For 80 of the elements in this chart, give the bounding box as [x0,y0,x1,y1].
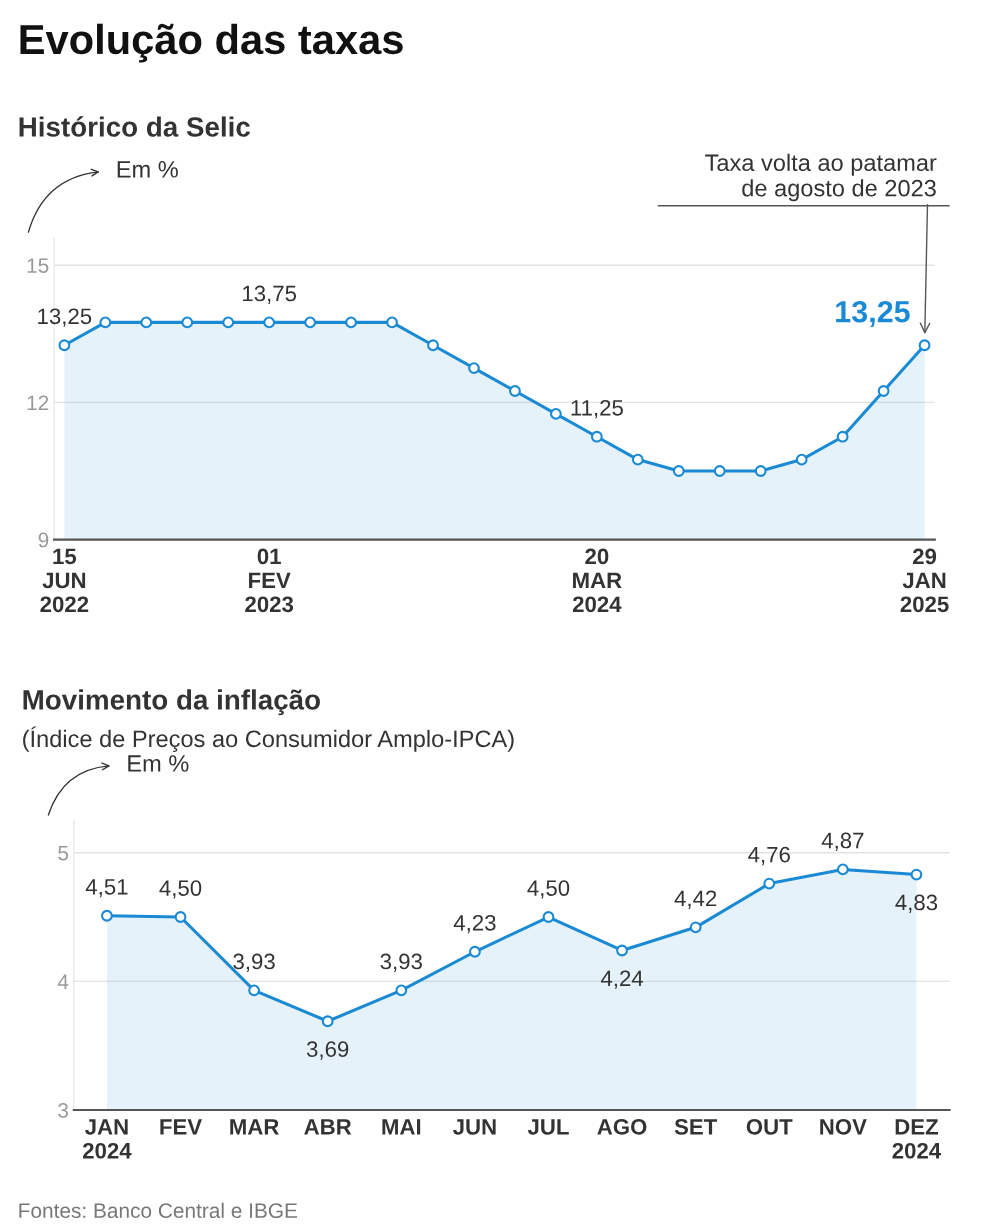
x-tick-label: MAI [382,1119,421,1135]
point [616,944,628,957]
y-tick-label: 15 [27,258,49,273]
point [631,453,644,466]
point [918,339,931,352]
point [101,909,113,922]
data-label: 11,25 [571,399,623,419]
chart-subtitle: Histórico da Selic [19,116,250,137]
point [222,316,235,329]
data-label: 4,23 [453,914,496,934]
chart-title: Movimento da inflação [23,689,320,716]
x-tick-label: ABR [304,1119,352,1135]
point [395,984,408,997]
x-tick-label: AGO [597,1118,647,1135]
data-label: 3,93 [380,953,422,972]
point [321,1015,334,1028]
point [689,921,702,934]
x-tick-label: JUL [527,1119,569,1135]
y-tick-label: 4 [57,974,69,989]
point [713,465,726,477]
x-tick-label: SET [674,1118,718,1135]
y-tick-label: 12 [27,395,49,410]
point [836,863,849,876]
point [550,407,562,420]
point [427,339,439,352]
data-label: 4,76 [748,846,790,866]
point [672,465,685,477]
point [174,911,187,923]
text: Taxa volta ao patamar de agosto de 2023 [705,153,937,202]
x-tick-label: 29 JAN 2025 [900,548,949,613]
x-tick-label: 01 FEV 2023 [245,548,294,613]
point [877,385,890,397]
point [910,868,923,881]
point [836,430,849,443]
point [386,316,398,329]
y-tick-label: 9 [38,532,49,548]
x-tick-label: 20 MAR 2024 [572,548,622,613]
data-label: 4,42 [674,890,717,909]
point [58,339,71,352]
point [754,465,767,477]
point [468,945,481,958]
data-label: 13,75 [243,285,297,304]
point [795,453,808,466]
x-tick-label: JUN [452,1119,496,1135]
x-tick-label: FEV [160,1119,202,1135]
point [509,385,521,397]
x-tick-label: OUT [746,1118,793,1135]
x-tick-label: 15 JUN 2022 [40,548,89,613]
point [590,430,603,443]
data-label: 13,25 [836,300,910,327]
point [345,316,357,329]
point [468,362,480,375]
point [763,877,776,890]
chart-subtitle: (Índice de Preços ao Consumidor Amplo-IPCA) [23,726,514,752]
point [263,316,276,329]
point [542,911,555,923]
data-label: 4,87 [821,832,864,851]
y-axis-title: Em % [117,161,178,178]
point [140,316,153,329]
data-label: 4,51 [85,879,128,898]
data-label: 4,50 [159,880,202,899]
text: Fontes: Banco Central e IBGE [19,1202,298,1219]
x-tick-label: DEZ 2024 [892,1119,942,1159]
point [181,316,194,329]
x-tick-label: MAR [230,1119,279,1135]
data-label: 4,50 [527,880,570,899]
y-axis-title: Em % [128,755,189,772]
data-label: 3,69 [306,1041,349,1060]
x-tick-label: JAN 2024 [82,1119,132,1159]
data-label: 4,83 [895,894,938,913]
point [248,984,261,997]
chart-title: Evolução das taxas [20,23,403,63]
data-label: 13,25 [38,308,92,327]
x-tick-label: NOV [820,1118,867,1135]
data-label: 4,24 [600,970,644,989]
point [304,316,317,329]
y-tick-label: 5 [58,845,69,861]
y-tick-label: 3 [58,1103,69,1118]
data-label: 3,93 [233,953,275,972]
point [99,316,112,329]
